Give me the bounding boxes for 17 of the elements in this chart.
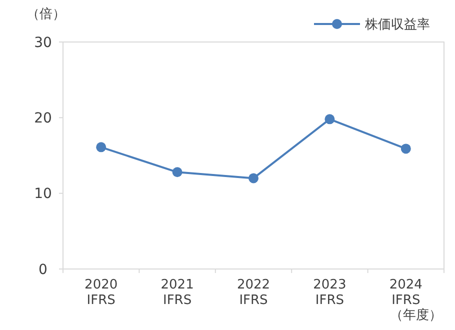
point: [400, 144, 411, 154]
y-tick-label: 0: [38, 262, 48, 278]
x-tick-label: 2020 IFRS: [84, 278, 118, 308]
point: [324, 114, 335, 124]
x-tick-label: 2022 IFRS: [236, 278, 270, 308]
point: [248, 173, 258, 184]
x-tick-label: 2024 IFRS: [389, 278, 422, 308]
point: [96, 142, 106, 152]
y-tick-label: 30: [34, 34, 52, 51]
point: [172, 167, 182, 178]
y-axis-title: （倍）: [26, 7, 66, 22]
x-tick-label: 2023 IFRS: [313, 278, 346, 308]
legend-label: 株価収益率: [364, 16, 430, 33]
y-tick-label: 20: [34, 110, 52, 127]
y-tick-label: 10: [34, 186, 52, 202]
x-tick-label: 2021 IFRS: [160, 278, 194, 308]
x-axis-title: （年度）: [390, 307, 442, 323]
